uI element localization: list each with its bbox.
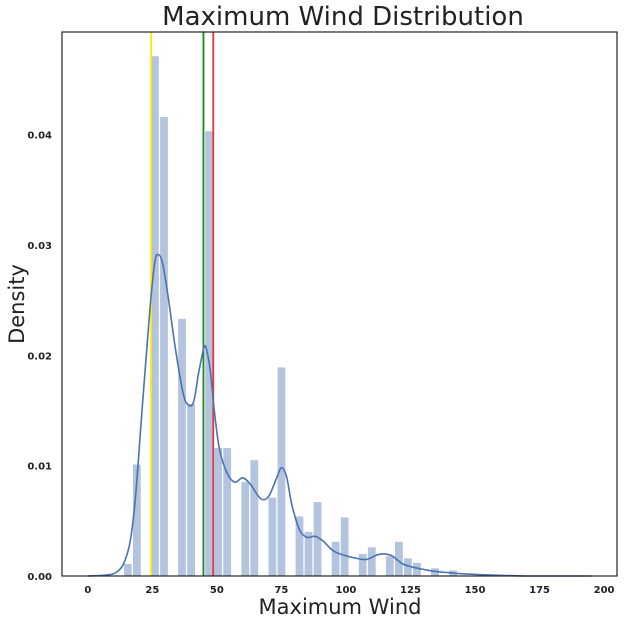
histogram-bar (358, 553, 367, 576)
x-tick-label: 200 (594, 585, 615, 596)
histogram-bar (250, 460, 259, 576)
x-axis-label: Maximum Wind (259, 595, 422, 619)
x-tick-label: 175 (529, 585, 550, 596)
x-tick-label: 75 (274, 585, 288, 596)
histogram-bar (205, 131, 214, 576)
histogram-bar (123, 563, 132, 576)
histogram-bar (178, 318, 186, 576)
x-tick-label: 100 (336, 585, 357, 596)
y-tick-label: 0.02 (27, 351, 52, 362)
x-axis-ticks: 0 25 50 75 100 125 150 175 200 (84, 585, 614, 596)
x-tick-label: 25 (145, 585, 159, 596)
histogram-bar (367, 547, 376, 576)
y-axis-ticks: 0.00 0.01 0.02 0.03 0.04 (27, 131, 52, 583)
histogram-bar (268, 497, 277, 576)
y-tick-label: 0.04 (27, 131, 52, 142)
histogram-bar (304, 531, 313, 576)
y-tick-label: 0.00 (27, 572, 52, 583)
x-tick-label: 50 (210, 585, 224, 596)
histogram-bar (313, 502, 322, 576)
y-tick-label: 0.01 (27, 462, 52, 473)
y-tick-label: 0.03 (27, 241, 52, 252)
histogram-bar (340, 517, 349, 576)
histogram-bar (404, 558, 412, 576)
histogram-bar (241, 482, 250, 576)
histogram-bar (331, 541, 340, 576)
y-axis-label: Density (5, 264, 29, 344)
histogram-bar (187, 403, 195, 576)
histogram-bar (223, 448, 232, 576)
histogram-bars (123, 56, 457, 576)
x-tick-label: 125 (400, 585, 421, 596)
histogram-bar (277, 367, 286, 576)
histogram-bar (295, 516, 304, 576)
histogram-bar (160, 116, 168, 576)
histogram-bar (394, 541, 403, 576)
histogram-bar (214, 448, 223, 576)
x-tick-label: 150 (465, 585, 486, 596)
plot-frame (61, 31, 618, 577)
histogram-bar (151, 56, 159, 576)
chart-title: Maximum Wind Distribution (162, 2, 524, 32)
histogram-bar (413, 562, 421, 576)
x-tick-label: 0 (84, 585, 91, 596)
histogram-bar (132, 464, 141, 576)
kde-curve (87, 253, 592, 577)
histogram-bar (385, 556, 394, 576)
